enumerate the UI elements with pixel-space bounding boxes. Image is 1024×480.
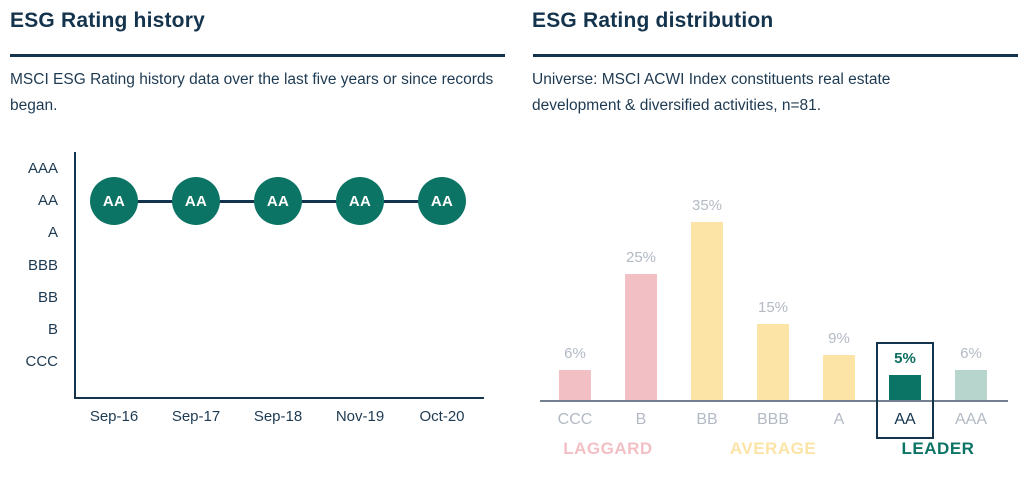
bar-category-label-aa: AA [894,411,916,428]
bar-value-label-b: 25% [625,249,657,266]
history-y-tick-label: CCC [25,353,59,371]
bar-value-label-aaa: 6% [960,345,982,362]
bar-category-label-bbb: BBB [756,411,789,428]
bar-category-label-b: B [635,411,647,428]
rating-marker: AA [254,177,302,226]
bar-value-label-bb: 35% [691,197,723,214]
rating-distribution-title: ESG Rating distribution [532,9,774,32]
history-y-axis-line [74,152,76,399]
history-x-tick-label: Sep-16 [89,408,139,425]
history-x-tick-label: Nov-19 [335,408,385,425]
group-label-laggard: LAGGARD [563,439,653,458]
history-y-tick-label: A [47,224,58,242]
rating-history-divider [10,54,505,57]
rating-distribution-subtitle: Universe: MSCI ACWI Index constituents r… [532,71,891,114]
bar-aaa [955,370,987,401]
rating-history-chart: AAA AA A BBB BB B CCC AA AA AA AA AA Sep-16 Sep-17 S… [0,140,512,450]
history-y-tick-label: BBB [27,256,58,274]
bar-value-label-bbb: 15% [757,299,789,316]
history-y-tick-label: AAA [27,160,58,177]
history-x-tick-label: Sep-18 [253,408,303,425]
bar-category-label-aaa: AAA [954,411,987,428]
rating-marker: AA [418,177,466,226]
bar-category-label-ccc: CCC [557,411,593,428]
rating-history-subtitle: MSCI ESG Rating history data over the la… [10,71,494,114]
bar-a [823,355,855,401]
rating-marker: AA [336,177,384,226]
history-x-tick-label: Oct-20 [419,408,465,425]
rating-distribution-chart: 6% CCC 25% B 35% BB 15% BBB 9% A 5% AA 6% AAA LAGGARD… [532,140,1024,480]
bar-ccc [559,370,591,401]
bar-value-label-ccc: 6% [564,345,586,362]
history-y-tick-label: BB [37,288,58,306]
bar-aa [889,375,921,401]
bar-bb [691,222,723,401]
bar-value-label-aa: 5% [894,350,916,367]
history-x-tick-label: Sep-17 [171,408,221,425]
bar-b [625,274,657,401]
rating-distribution-divider [533,54,1018,57]
bar-bbb [757,324,789,401]
rating-history-title: ESG Rating history [10,9,205,32]
rating-marker: AA [172,177,220,226]
group-label-leader: LEADER [901,439,975,458]
bar-value-label-a: 9% [828,330,850,347]
distribution-baseline [540,400,1008,402]
history-x-axis-line [74,397,484,399]
group-label-average: AVERAGE [729,439,817,458]
rating-marker: AA [90,177,138,226]
aa-highlight-box [876,342,934,439]
history-y-tick-label: AA [37,192,58,210]
bar-category-label-a: A [833,411,845,428]
history-y-tick-label: B [47,321,58,338]
bar-category-label-bb: BB [696,411,718,428]
